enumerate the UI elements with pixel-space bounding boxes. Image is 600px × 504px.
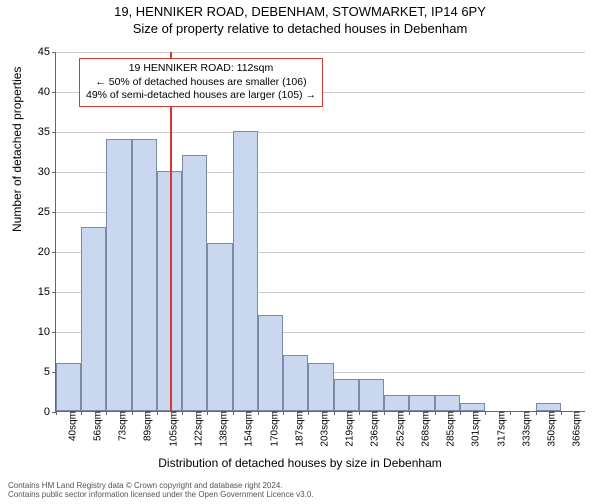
xtick-label: 203sqm	[318, 411, 331, 447]
footer-line2: Contains public sector information licen…	[8, 490, 314, 500]
bar	[384, 395, 409, 411]
bar	[182, 155, 207, 411]
xtick-mark	[485, 411, 486, 415]
xtick-label: 252sqm	[393, 411, 406, 447]
ytick-label: 0	[44, 406, 56, 418]
xtick-label: 317sqm	[494, 411, 507, 447]
xtick-label: 333sqm	[519, 411, 532, 447]
xtick-mark	[334, 411, 335, 415]
xtick-label: 73sqm	[116, 411, 129, 441]
annotation-box: 19 HENNIKER ROAD: 112sqm ← 50% of detach…	[79, 58, 323, 107]
ytick-label: 30	[38, 166, 56, 178]
bar	[308, 363, 333, 411]
xtick-mark	[384, 411, 385, 415]
x-axis-label: Distribution of detached houses by size …	[0, 456, 600, 470]
gridline	[56, 52, 585, 53]
xtick-label: 154sqm	[242, 411, 255, 447]
ytick-label: 15	[38, 286, 56, 298]
footer-attribution: Contains HM Land Registry data © Crown c…	[8, 481, 314, 500]
xtick-mark	[106, 411, 107, 415]
xtick-label: 219sqm	[343, 411, 356, 447]
xtick-mark	[561, 411, 562, 415]
bar	[435, 395, 460, 411]
xtick-label: 138sqm	[217, 411, 230, 447]
xtick-mark	[258, 411, 259, 415]
xtick-mark	[308, 411, 309, 415]
xtick-label: 105sqm	[166, 411, 179, 447]
xtick-label: 170sqm	[267, 411, 280, 447]
xtick-mark	[510, 411, 511, 415]
bar	[132, 139, 157, 411]
bar	[409, 395, 434, 411]
xtick-label: 122sqm	[191, 411, 204, 447]
xtick-mark	[435, 411, 436, 415]
annotation-line3: 49% of semi-detached houses are larger (…	[86, 89, 316, 103]
ytick-label: 25	[38, 206, 56, 218]
xtick-mark	[157, 411, 158, 415]
bar	[334, 379, 359, 411]
xtick-mark	[536, 411, 537, 415]
xtick-mark	[56, 411, 57, 415]
xtick-label: 40sqm	[65, 411, 78, 441]
xtick-mark	[81, 411, 82, 415]
bar	[207, 243, 232, 411]
xtick-mark	[283, 411, 284, 415]
y-axis-label: Number of detached properties	[10, 67, 24, 232]
bar	[258, 315, 283, 411]
xtick-mark	[359, 411, 360, 415]
xtick-mark	[207, 411, 208, 415]
xtick-mark	[460, 411, 461, 415]
xtick-label: 187sqm	[292, 411, 305, 447]
title-subtitle: Size of property relative to detached ho…	[0, 21, 600, 36]
gridline	[56, 132, 585, 133]
xtick-label: 89sqm	[141, 411, 154, 441]
xtick-label: 236sqm	[368, 411, 381, 447]
bar	[56, 363, 81, 411]
ytick-label: 10	[38, 326, 56, 338]
bar	[81, 227, 106, 411]
xtick-label: 366sqm	[570, 411, 583, 447]
footer-line1: Contains HM Land Registry data © Crown c…	[8, 481, 314, 491]
annotation-line1: 19 HENNIKER ROAD: 112sqm	[86, 62, 316, 76]
bar	[536, 403, 561, 411]
xtick-mark	[132, 411, 133, 415]
ytick-label: 20	[38, 246, 56, 258]
chart-area: 05101520253035404540sqm56sqm73sqm89sqm10…	[55, 52, 585, 412]
ytick-label: 45	[38, 46, 56, 58]
xtick-mark	[233, 411, 234, 415]
bar	[283, 355, 308, 411]
title-address: 19, HENNIKER ROAD, DEBENHAM, STOWMARKET,…	[0, 4, 600, 19]
bar	[359, 379, 384, 411]
xtick-label: 56sqm	[90, 411, 103, 441]
xtick-label: 350sqm	[545, 411, 558, 447]
ytick-label: 40	[38, 86, 56, 98]
xtick-label: 285sqm	[444, 411, 457, 447]
xtick-label: 268sqm	[418, 411, 431, 447]
bar	[106, 139, 131, 411]
ytick-label: 5	[44, 366, 56, 378]
xtick-mark	[409, 411, 410, 415]
bar	[233, 131, 258, 411]
xtick-label: 301sqm	[469, 411, 482, 447]
bar	[460, 403, 485, 411]
annotation-line2: ← 50% of detached houses are smaller (10…	[86, 76, 316, 90]
ytick-label: 35	[38, 126, 56, 138]
xtick-mark	[182, 411, 183, 415]
